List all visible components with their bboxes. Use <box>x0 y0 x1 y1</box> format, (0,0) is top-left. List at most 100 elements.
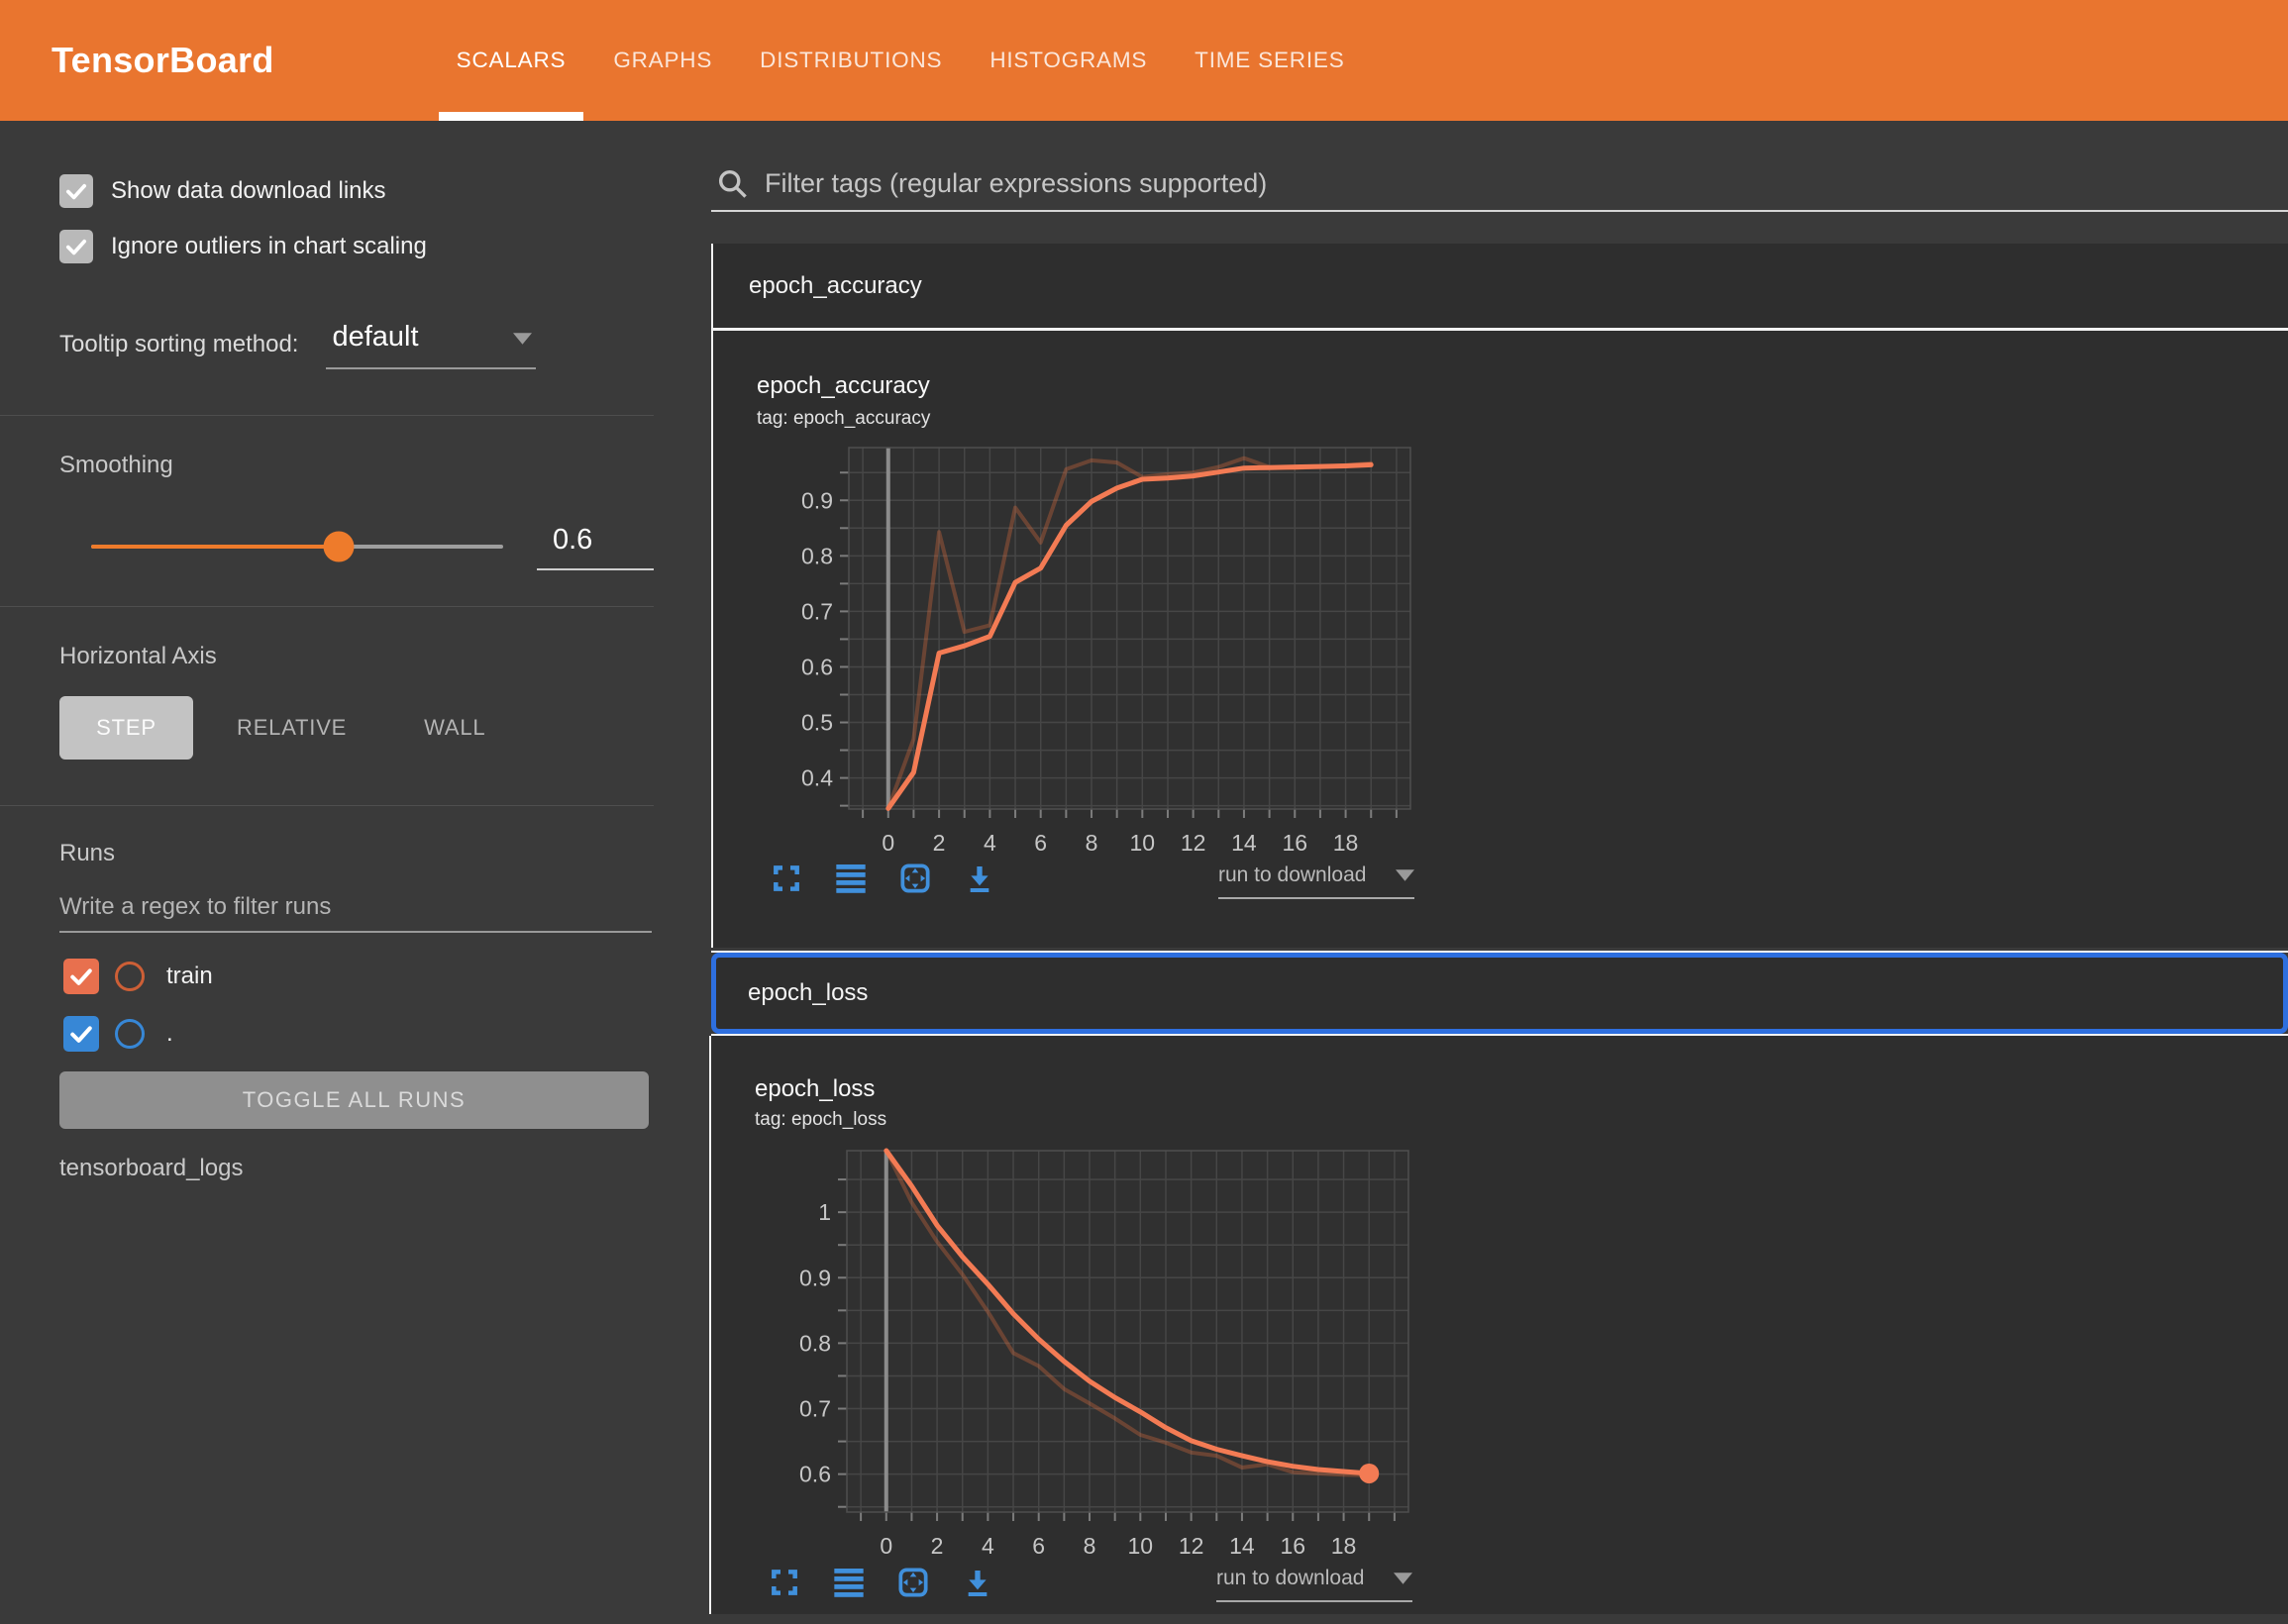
data-table-icon[interactable] <box>833 1567 865 1598</box>
section-epoch-accuracy-header[interactable]: epoch_accuracy <box>713 244 2288 331</box>
svg-text:8: 8 <box>1084 1533 1096 1559</box>
search-icon <box>715 166 749 200</box>
tooltip-sorting-value: default <box>332 321 506 354</box>
fullscreen-icon[interactable] <box>771 863 802 894</box>
svg-text:0.9: 0.9 <box>799 1265 831 1290</box>
smoothing-slider-row: 0.6 <box>91 531 654 562</box>
svg-text:2: 2 <box>933 830 946 856</box>
show-download-links-checkbox[interactable] <box>59 174 93 208</box>
checkmark-icon <box>66 962 96 991</box>
section-epoch-accuracy: epoch_accuracy epoch_accuracy tag: epoch… <box>711 244 2288 948</box>
svg-text:14: 14 <box>1229 1533 1255 1559</box>
tab-scalars[interactable]: SCALARS <box>433 0 590 121</box>
smoothing-value[interactable]: 0.6 <box>537 524 654 570</box>
chevron-down-icon <box>1394 1573 1412 1584</box>
svg-text:6: 6 <box>1034 830 1047 856</box>
checkmark-icon <box>62 233 90 260</box>
wall-button[interactable]: WALL <box>424 715 485 741</box>
run-to-download-label: run to download <box>1218 863 1366 887</box>
svg-text:0.7: 0.7 <box>799 1396 831 1422</box>
svg-text:12: 12 <box>1179 1533 1204 1559</box>
download-icon[interactable] <box>964 863 995 894</box>
svg-text:1: 1 <box>818 1199 831 1225</box>
run-dot-checkbox[interactable] <box>63 1016 99 1052</box>
filter-tags-row <box>711 156 2288 212</box>
smoothing-label: Smoothing <box>59 452 654 479</box>
svg-text:12: 12 <box>1181 830 1206 856</box>
checkmark-icon <box>62 177 90 205</box>
download-icon[interactable] <box>962 1567 993 1598</box>
svg-text:0.5: 0.5 <box>801 710 833 736</box>
run-to-download-select[interactable]: run to download <box>1216 1567 1412 1602</box>
expand-icon[interactable] <box>897 1567 929 1598</box>
tooltip-sorting-row: Tooltip sorting method: default <box>59 319 654 369</box>
svg-text:16: 16 <box>1280 1533 1305 1559</box>
tooltip-sorting-label: Tooltip sorting method: <box>59 331 298 358</box>
svg-text:0.8: 0.8 <box>799 1330 831 1356</box>
svg-text:18: 18 <box>1331 1533 1357 1559</box>
chevron-down-icon <box>513 333 532 345</box>
app-logo: TensorBoard <box>52 40 274 81</box>
svg-text:0.6: 0.6 <box>801 654 833 679</box>
log-directory-label: tensorboard_logs <box>59 1155 654 1182</box>
toggle-all-runs-button[interactable]: TOGGLE ALL RUNS <box>59 1071 649 1129</box>
filter-tags-input[interactable] <box>765 168 2288 199</box>
svg-text:10: 10 <box>1130 830 1156 856</box>
fullscreen-icon[interactable] <box>769 1567 800 1598</box>
svg-text:14: 14 <box>1231 830 1257 856</box>
svg-text:0.7: 0.7 <box>801 598 833 624</box>
tooltip-sorting-dropdown[interactable]: default <box>326 319 536 369</box>
relative-button[interactable]: RELATIVE <box>237 715 347 741</box>
tab-distributions[interactable]: DISTRIBUTIONS <box>736 0 966 121</box>
section-epoch-loss-header[interactable]: epoch_loss <box>711 953 2288 1034</box>
tab-time-series[interactable]: TIME SERIES <box>1171 0 1368 121</box>
runs-label: Runs <box>59 840 654 867</box>
chart-toolbar <box>769 1567 993 1598</box>
chevron-down-icon <box>1396 869 1414 881</box>
checkmark-icon <box>66 1019 96 1049</box>
chart-toolbar <box>771 863 995 894</box>
svg-text:0: 0 <box>880 1533 892 1559</box>
tab-histograms[interactable]: HISTOGRAMS <box>966 0 1171 121</box>
run-to-download-select[interactable]: run to download <box>1218 863 1414 899</box>
step-button[interactable]: STEP <box>59 696 193 760</box>
tab-graphs[interactable]: GRAPHS <box>589 0 736 121</box>
section-epoch-loss-body: epoch_loss tag: epoch_loss 0246810121416… <box>709 1036 2288 1614</box>
chart-title: epoch_accuracy <box>757 372 930 400</box>
runs-filter-input[interactable] <box>59 893 652 933</box>
run-row-train: train <box>63 959 654 994</box>
horizontal-axis-buttons: STEP RELATIVE WALL <box>59 696 654 760</box>
chart-title: epoch_loss <box>755 1075 875 1103</box>
svg-text:0: 0 <box>882 830 894 856</box>
run-train-checkbox[interactable] <box>63 959 99 994</box>
smoothing-slider-thumb[interactable] <box>323 532 354 562</box>
show-download-links-label: Show data download links <box>111 177 386 205</box>
data-table-icon[interactable] <box>835 863 867 894</box>
svg-text:0.9: 0.9 <box>801 487 833 513</box>
svg-text:0.6: 0.6 <box>799 1462 831 1487</box>
run-dot-color-swatch[interactable] <box>115 1019 145 1049</box>
run-dot-label: . <box>166 1020 173 1048</box>
sidebar-divider <box>0 415 654 416</box>
epoch-loss-chart[interactable]: 0246810121416180.60.70.80.91 <box>776 1145 1424 1572</box>
ignore-outliers-checkbox[interactable] <box>59 230 93 263</box>
sidebar-divider <box>0 805 654 806</box>
ignore-outliers-row: Ignore outliers in chart scaling <box>59 230 654 263</box>
smoothing-slider[interactable] <box>91 545 503 549</box>
svg-text:6: 6 <box>1032 1533 1045 1559</box>
run-train-color-swatch[interactable] <box>115 962 145 991</box>
epoch-accuracy-chart[interactable]: 0246810121416180.40.50.60.70.80.9 <box>778 442 1426 868</box>
show-download-links-row: Show data download links <box>59 174 654 208</box>
tensorboard-app: TensorBoard SCALARS GRAPHS DISTRIBUTIONS… <box>0 0 2288 1624</box>
settings-sidebar: Show data download links Ignore outliers… <box>0 121 654 1624</box>
svg-text:4: 4 <box>984 830 996 856</box>
run-to-download-label: run to download <box>1216 1567 1364 1590</box>
sidebar-divider <box>0 606 654 607</box>
expand-icon[interactable] <box>899 863 931 894</box>
svg-text:2: 2 <box>931 1533 944 1559</box>
app-header: TensorBoard SCALARS GRAPHS DISTRIBUTIONS… <box>0 0 2288 121</box>
run-train-label: train <box>166 963 213 990</box>
svg-text:8: 8 <box>1086 830 1098 856</box>
section-epoch-loss-headwrap: epoch_loss <box>711 951 2288 1036</box>
horizontal-axis-label: Horizontal Axis <box>59 643 654 670</box>
